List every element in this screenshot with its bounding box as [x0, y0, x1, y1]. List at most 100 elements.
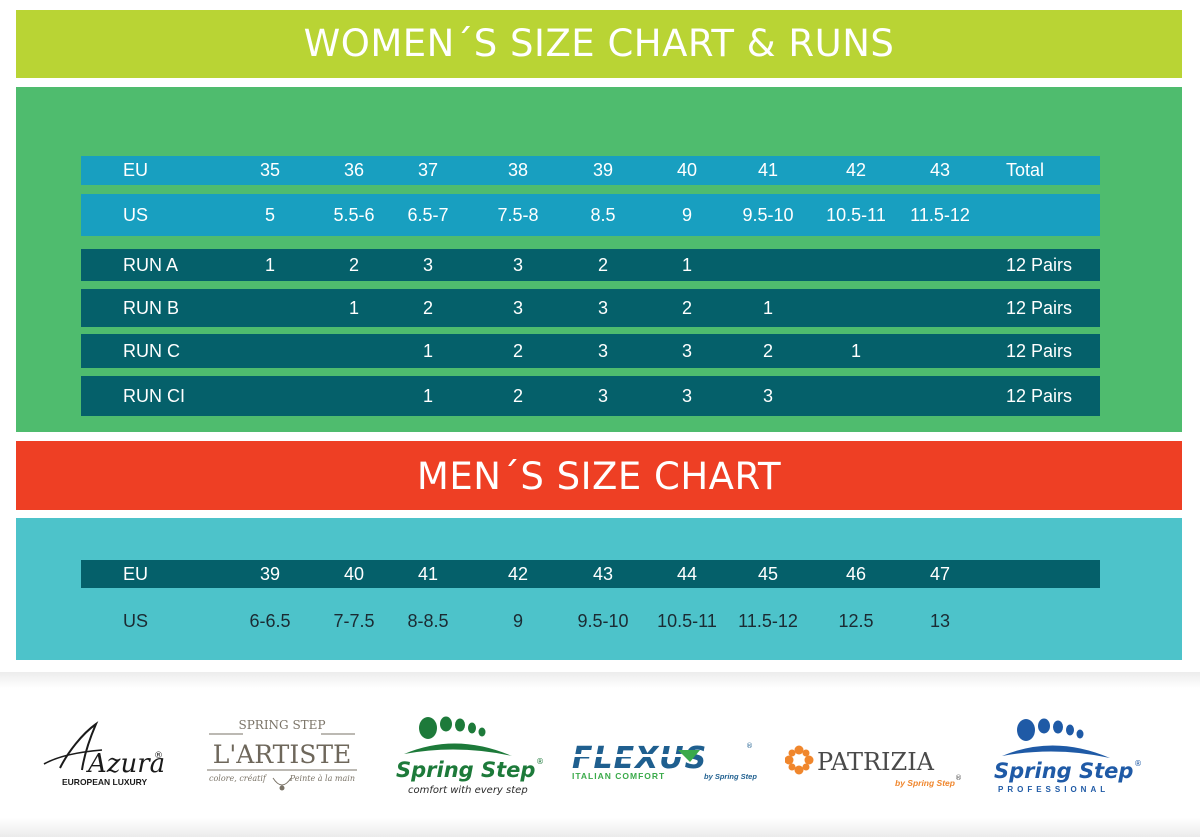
size-cell: 41 [757, 160, 779, 180]
size-cell: 43 [929, 160, 951, 180]
flexus-logo-art: FLEXUS ® ITALIAN COMFORT by Spring Step [572, 741, 757, 781]
size-cell [314, 334, 394, 368]
size-cell: 38 [507, 160, 529, 180]
size-cell [816, 289, 896, 327]
women-row-run-a: RUN A 1 2 3 3 2 1 12 Pairs [81, 249, 1100, 281]
size-cell: 3 [681, 385, 692, 406]
total-cell: 12 Pairs [1006, 297, 1073, 318]
size-cell: 2 [512, 385, 523, 406]
size-cell: 39 [259, 563, 281, 584]
men-size-chart-title: MEN´S SIZE CHART [16, 441, 1182, 510]
size-cell: 39 [592, 160, 614, 180]
size-cell: 1 [348, 297, 359, 318]
size-cell [816, 249, 896, 281]
lartiste-logo-art: SPRING STEP L'ARTISTE colore, créatif Pe… [207, 718, 357, 791]
size-cell: 2 [681, 297, 692, 318]
flexus-logo: FLEXUS ® ITALIAN COMFORT by Spring Step [570, 738, 760, 786]
women-row-run-c: RUN C 1 2 3 3 2 1 12 Pairs [81, 334, 1100, 368]
springstep-registered-mark: ® [536, 757, 544, 766]
men-row-eu: EU 39 40 41 42 43 44 45 46 47 [81, 560, 1100, 588]
size-cell: 7-7.5 [333, 610, 375, 631]
springstep-professional-logo: Spring Step ® PROFESSIONAL [990, 712, 1150, 798]
flower-icon [784, 745, 814, 775]
footer-bottom-edge [0, 818, 1200, 837]
size-cell: 1 [422, 385, 433, 406]
flexus-name: FLEXUS [572, 741, 707, 776]
size-cell: 1 [264, 254, 275, 275]
row-label: RUN C [123, 340, 180, 361]
size-cell: 1 [681, 254, 692, 275]
size-cell: 1 [762, 297, 773, 318]
size-cell: 46 [845, 563, 867, 584]
flexus-left-tag: ITALIAN COMFORT [572, 771, 665, 781]
springstep-professional-logo-art: Spring Step ® PROFESSIONAL [994, 718, 1142, 794]
azura-tagline: EUROPEAN LUXURY [62, 777, 147, 787]
women-row-us: US 5 5.5-6 6.5-7 7.5-8 8.5 9 9.5-10 10.5-11 11.5-… [81, 194, 1100, 236]
size-cell: 44 [676, 563, 698, 584]
row-label: RUN B [123, 297, 180, 318]
footprint-icon [419, 716, 486, 739]
size-cell: 3 [597, 340, 608, 361]
size-cell: 45 [757, 563, 779, 584]
size-cell: 10.5-11 [826, 204, 886, 225]
size-cell: 47 [929, 563, 951, 584]
row-label: RUN CI [123, 385, 185, 406]
size-cell [314, 376, 394, 416]
patrizia-name: PATRIZIA [817, 748, 935, 776]
size-cell: 1 [422, 340, 433, 361]
footer-divider [0, 672, 1200, 688]
size-cell: 3 [681, 340, 692, 361]
size-cell [230, 334, 310, 368]
row-label: US [123, 204, 149, 225]
size-cell: 40 [676, 160, 698, 180]
size-cell: 10.5-11 [657, 610, 717, 631]
size-cell: 3 [512, 254, 523, 275]
men-row-us: US 6-6.5 7-7.5 8-8.5 9 9.5-10 10.5-11 11.5-12 12… [81, 602, 1100, 640]
size-cell: 2 [348, 254, 359, 275]
flexus-right-tag: by Spring Step [704, 772, 757, 781]
men-size-chart-panel [16, 518, 1182, 660]
footprint-icon [1017, 718, 1084, 741]
women-size-chart-title: WOMEN´S SIZE CHART & RUNS [16, 10, 1182, 78]
size-cell: 3 [597, 297, 608, 318]
springstep-professional-tagline: PROFESSIONAL [998, 785, 1109, 794]
azura-name: Azura [86, 749, 165, 779]
women-row-run-b: RUN B 1 2 3 3 2 1 12 Pairs [81, 289, 1100, 327]
size-cell: 2 [762, 340, 773, 361]
total-cell [1006, 194, 1096, 236]
patrizia-logo: PATRIZIA by Spring Step ® [784, 742, 965, 792]
size-cell: 9.5-10 [742, 204, 794, 225]
springstep-name: Spring Step [396, 758, 535, 782]
size-cell: 41 [417, 563, 439, 584]
size-cell: 9 [681, 204, 692, 225]
total-cell: 12 Pairs [1006, 385, 1073, 406]
row-label: EU [123, 563, 149, 584]
patrizia-logo-art: PATRIZIA by Spring Step ® [784, 745, 962, 788]
size-cell: 9.5-10 [577, 610, 629, 631]
size-cell: 3 [422, 254, 433, 275]
size-cell: 9 [512, 610, 523, 631]
springstep-professional-registered-mark: ® [1134, 759, 1142, 768]
size-cell [230, 376, 310, 416]
row-label: RUN A [123, 254, 179, 275]
size-cell: 11.5-12 [738, 610, 798, 631]
size-cell: 5 [264, 204, 275, 225]
lartiste-name: L'ARTISTE [213, 740, 352, 769]
size-cell: 2 [422, 297, 433, 318]
lartiste-logo: SPRING STEP L'ARTISTE colore, créatif Pe… [203, 712, 361, 798]
women-row-run-ci: RUN CI 1 2 3 3 3 12 Pairs [81, 376, 1100, 416]
total-cell: 12 Pairs [1006, 340, 1073, 361]
row-label: US [123, 610, 149, 631]
size-cell [900, 249, 980, 281]
size-cell: 6.5-7 [407, 204, 449, 225]
size-cell: 43 [592, 563, 614, 584]
size-cell [900, 376, 980, 416]
size-cell [728, 249, 808, 281]
size-cell: 2 [597, 254, 608, 275]
springstep-tagline: comfort with every step [408, 785, 528, 796]
size-cell: 13 [929, 610, 951, 631]
size-cell [900, 289, 980, 327]
lartiste-right-tag: Peinte à la main [289, 774, 355, 783]
patrizia-tagline: by Spring Step [895, 778, 955, 788]
azura-logo-art: Azura ® EUROPEAN LUXURY [43, 721, 165, 787]
